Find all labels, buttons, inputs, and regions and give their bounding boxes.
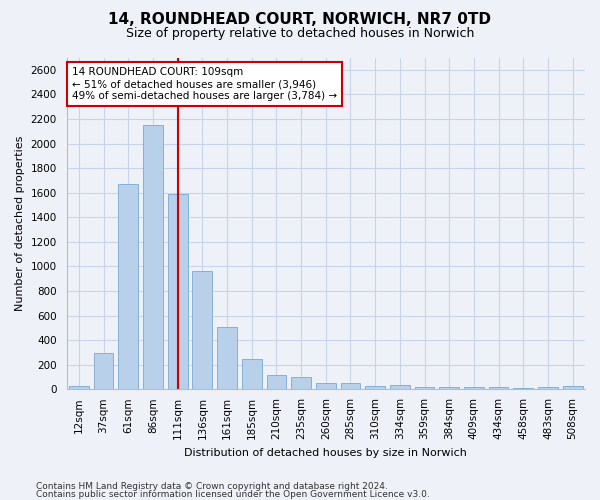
Bar [217, 328, 237, 390]
Text: 14 ROUNDHEAD COURT: 109sqm
← 51% of detached houses are smaller (3,946)
49% of s: 14 ROUNDHEAD COURT: 109sqm ← 51% of deta… [72, 68, 337, 100]
Text: Size of property relative to detached houses in Norwich: Size of property relative to detached ho… [126, 28, 474, 40]
Bar [291, 377, 311, 390]
Text: Contains HM Land Registry data © Crown copyright and database right 2024.: Contains HM Land Registry data © Crown c… [36, 482, 388, 491]
Bar [439, 387, 459, 390]
Bar [563, 386, 583, 390]
Bar [266, 374, 286, 390]
Bar [168, 194, 188, 390]
Bar [489, 387, 508, 390]
Bar [118, 184, 138, 390]
Bar [514, 388, 533, 390]
Bar [365, 386, 385, 390]
Bar [316, 384, 335, 390]
Text: 14, ROUNDHEAD COURT, NORWICH, NR7 0TD: 14, ROUNDHEAD COURT, NORWICH, NR7 0TD [109, 12, 491, 28]
Bar [415, 387, 434, 390]
Bar [94, 352, 113, 390]
Text: Contains public sector information licensed under the Open Government Licence v3: Contains public sector information licen… [36, 490, 430, 499]
X-axis label: Distribution of detached houses by size in Norwich: Distribution of detached houses by size … [184, 448, 467, 458]
Bar [69, 386, 89, 390]
Bar [242, 358, 262, 390]
Bar [193, 272, 212, 390]
Bar [143, 125, 163, 390]
Bar [464, 387, 484, 390]
Y-axis label: Number of detached properties: Number of detached properties [15, 136, 25, 311]
Bar [341, 384, 361, 390]
Bar [538, 387, 558, 390]
Bar [390, 385, 410, 390]
